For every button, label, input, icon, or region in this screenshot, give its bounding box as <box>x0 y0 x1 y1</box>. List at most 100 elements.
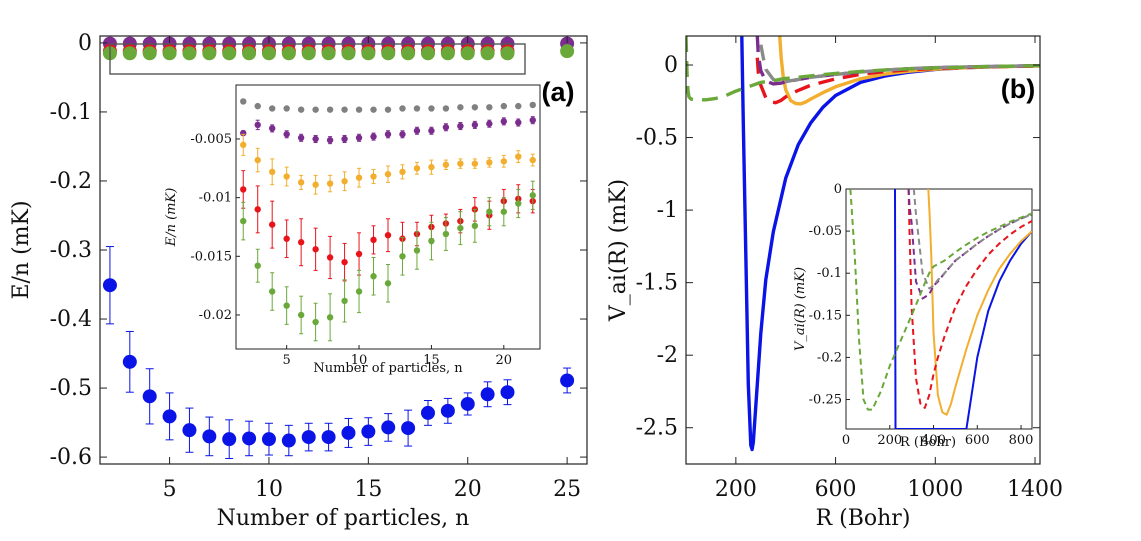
point-orange <box>283 173 290 180</box>
point-orange <box>355 174 363 181</box>
point-orange <box>341 178 348 185</box>
point-green <box>182 46 197 61</box>
point-purple <box>500 118 508 125</box>
point-green <box>500 46 515 61</box>
point-purple <box>529 117 536 124</box>
point-orange <box>428 163 435 171</box>
x-tick-label: 600 <box>965 433 990 448</box>
y-tick-label: -0.005 <box>190 132 232 147</box>
point-blue <box>401 421 416 436</box>
panel-b-inset: 0 200 400 600 800 0 -0.05 -0.1 -0.15 -0.2 -0.25 R … <box>793 182 1033 450</box>
y-tick-label: -0.1 <box>817 266 842 281</box>
point-blue <box>242 431 257 446</box>
point-green <box>301 46 316 61</box>
point-blue <box>500 385 515 400</box>
point-green <box>283 302 290 309</box>
point-orange <box>486 159 493 166</box>
point-purple <box>326 136 334 144</box>
curve-gray <box>759 44 1040 84</box>
point-green <box>240 217 247 225</box>
point-red <box>254 206 261 213</box>
panel-a-inset: 5 10 15 20 -0.005 -0.01 -0.015 -0.02 Number of … <box>164 84 541 376</box>
point-gray <box>442 105 450 112</box>
point-green <box>442 230 450 238</box>
panel-a-ticks: 5 10 15 20 25 0 -0.1 -0.2 -0.3 -0.4 -0.5 -0.6 <box>50 31 587 502</box>
panel-b-frame <box>685 35 1041 465</box>
x-tick-label: 20 <box>496 353 513 368</box>
panel-a-ylabel: E/n (mK) <box>9 200 34 299</box>
panel-b-marks <box>686 36 1040 452</box>
point-red <box>326 254 334 261</box>
point-green <box>297 311 305 319</box>
point-green <box>399 253 406 260</box>
point-blue <box>222 432 237 447</box>
point-orange <box>515 153 522 160</box>
point-purple <box>297 134 305 141</box>
x-tick-label: 5 <box>163 477 177 502</box>
point-blue <box>261 432 276 447</box>
point-green <box>261 46 276 61</box>
point-purple <box>486 120 493 127</box>
point-red <box>312 246 319 253</box>
point-orange <box>312 181 319 188</box>
point-orange <box>457 160 464 167</box>
point-green <box>486 208 493 215</box>
x-tick-label: 1000 <box>907 477 963 502</box>
x-tick-label: 15 <box>423 353 440 368</box>
y-tick-label: -0.25 <box>809 393 842 408</box>
point-green <box>428 237 435 245</box>
point-green <box>242 46 257 61</box>
point-gray <box>500 102 508 110</box>
point-green <box>202 46 217 61</box>
point-gray <box>297 106 305 113</box>
point-purple <box>442 124 450 131</box>
panel-a-label: (a) <box>542 77 575 107</box>
point-gray <box>326 106 334 113</box>
point-purple <box>457 122 464 130</box>
y-tick-label: -1 <box>657 198 678 223</box>
inset-b-xlabel: R (Bohr) <box>900 435 956 450</box>
y-tick-label: -0.6 <box>50 445 92 470</box>
point-blue <box>361 424 376 439</box>
point-gray <box>370 106 377 113</box>
point-green <box>440 46 455 61</box>
y-tick-label: -0.1 <box>50 100 92 125</box>
point-purple <box>341 135 348 143</box>
curve-blue <box>894 189 1032 429</box>
point-blue <box>142 389 157 404</box>
point-purple <box>428 127 435 134</box>
point-green <box>326 314 334 321</box>
point-green <box>222 46 237 61</box>
y-tick-label: 0 <box>78 31 92 56</box>
point-purple <box>399 131 406 138</box>
point-red <box>283 235 290 242</box>
x-tick-label: 0 <box>842 433 850 448</box>
point-green <box>122 46 137 61</box>
curve-green <box>849 189 1032 411</box>
panel-a-marks <box>102 36 575 459</box>
panel-a: 5 10 15 20 25 0 -0.1 -0.2 -0.3 -0.4 -0.5 -0.6 5 10 15… <box>9 31 588 531</box>
panel-a-inset-ticks: 5 10 15 20 -0.005 -0.01 -0.015 -0.02 <box>190 132 512 368</box>
point-purple <box>355 134 363 141</box>
point-green <box>268 288 276 295</box>
inset-b-ylabel: V_ai(R) (mK) <box>793 267 808 351</box>
point-red <box>370 236 377 244</box>
panel-b-label: (b) <box>1001 74 1035 104</box>
point-gray <box>413 105 421 112</box>
point-red <box>268 221 276 228</box>
y-tick-label: -0.05 <box>809 224 842 239</box>
zoom-box <box>109 43 526 75</box>
point-green <box>341 46 356 61</box>
panel-b-ylabel: V_ai(R) (mK) <box>606 179 631 322</box>
y-tick-label: -0.3 <box>50 238 92 263</box>
point-orange <box>529 156 536 164</box>
point-red <box>297 239 305 246</box>
point-orange <box>254 156 261 164</box>
point-purple <box>268 125 276 132</box>
point-purple <box>254 121 261 129</box>
point-gray <box>240 98 247 105</box>
point-gray <box>312 106 319 113</box>
point-green <box>401 46 416 61</box>
point-green <box>281 46 296 61</box>
point-purple <box>283 131 290 138</box>
